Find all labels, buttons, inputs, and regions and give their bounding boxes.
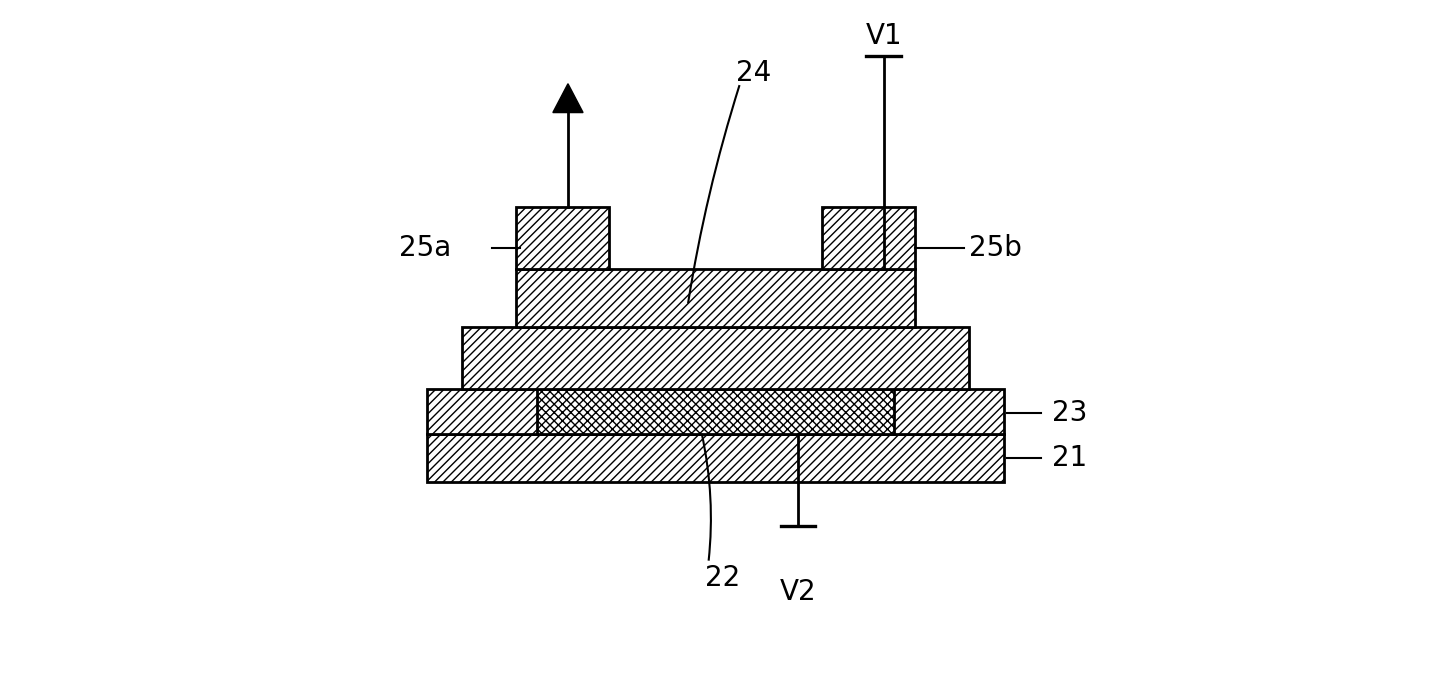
Bar: [462, 327, 969, 389]
Bar: [517, 207, 610, 269]
Polygon shape: [552, 84, 582, 112]
Text: 22: 22: [704, 564, 740, 592]
Text: V1: V1: [866, 21, 902, 50]
Text: 24: 24: [736, 59, 771, 88]
Bar: [821, 207, 914, 269]
Text: 25a: 25a: [399, 234, 451, 263]
Bar: [428, 389, 1003, 433]
Text: 25b: 25b: [969, 234, 1022, 263]
Text: 23: 23: [1052, 399, 1088, 427]
Text: 21: 21: [1052, 444, 1088, 472]
Text: V2: V2: [780, 577, 816, 606]
Bar: [517, 269, 914, 327]
Bar: [537, 389, 894, 433]
Bar: [428, 433, 1003, 482]
